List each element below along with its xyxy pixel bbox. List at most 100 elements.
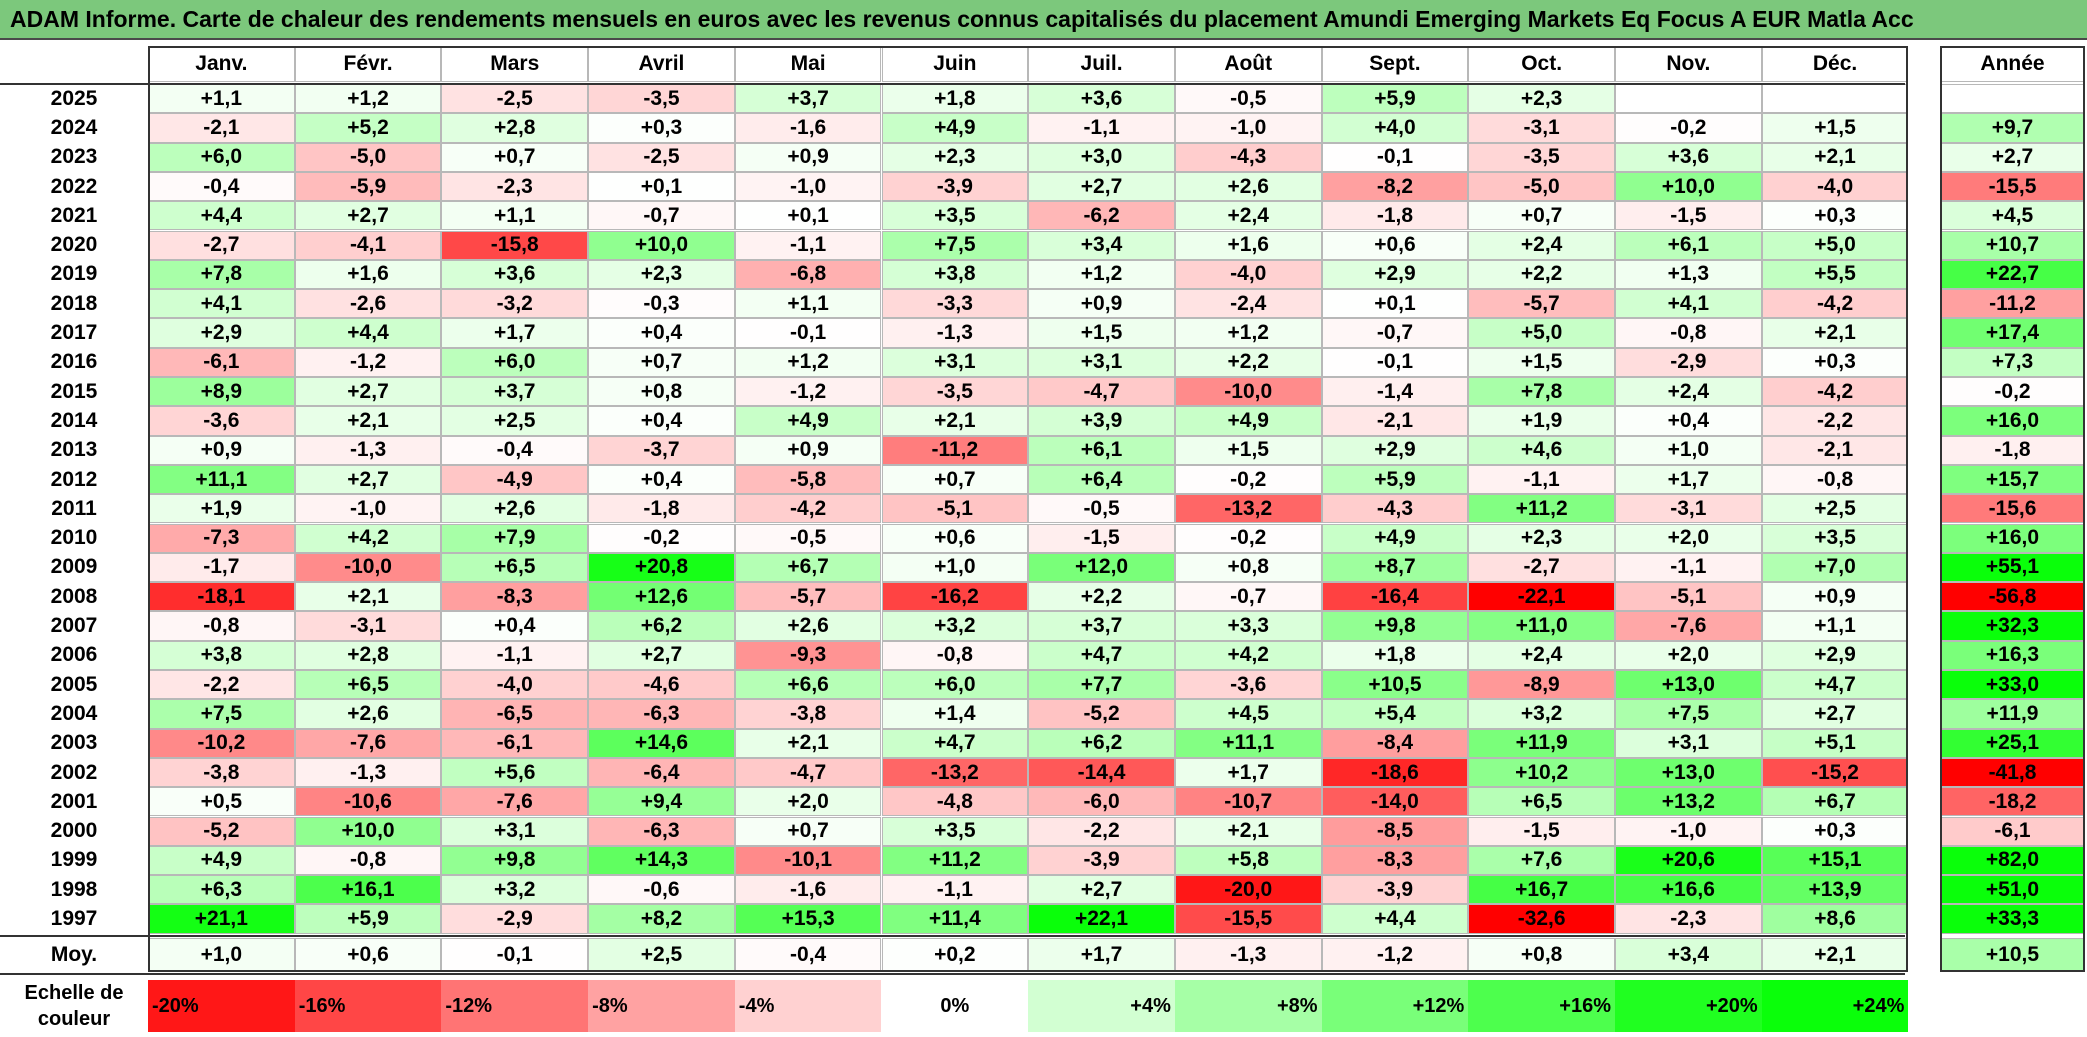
heatmap-cell: -5,0 [1468,171,1615,202]
heatmap-cell: -3,9 [1321,875,1469,905]
heatmap-cell: -1,6 [734,113,882,143]
heatmap-cell: +2,0 [734,787,882,817]
heatmap-cell: +3,7 [1028,611,1175,641]
heatmap-cell: +2,9 [1321,435,1469,465]
heatmap-cell: -0,8 [148,611,295,641]
heatmap-cell: +10,5 [1321,670,1469,700]
annual-cell: -15,5 [1940,171,2085,202]
heatmap-cell: +2,7 [1028,875,1175,905]
heatmap-cell: +1,0 [1615,435,1762,465]
annual-cell [1940,84,2085,114]
heatmap-cell: +2,8 [294,640,442,670]
year-label: 2009 [50,555,98,579]
heatmap-cell: -3,9 [881,171,1029,202]
heatmap-cell: +2,1 [734,728,882,758]
heatmap-cell: +7,5 [1615,699,1762,729]
heatmap-cell: -0,3 [588,289,735,319]
heatmap-cell: -0,1 [1321,347,1469,377]
heatmap-cell: +4,9 [734,406,882,436]
heatmap-cell: -6,3 [588,699,735,729]
separator-line [0,83,1905,85]
heatmap-cell: +6,7 [1761,787,1909,817]
heatmap-cell: -3,7 [588,435,735,465]
heatmap-cell: +2,4 [1615,377,1762,407]
heatmap-cell: +1,7 [1174,757,1322,788]
heatmap-cell: +0,5 [148,787,295,817]
heatmap-cell: -8,3 [1321,845,1469,876]
heatmap-cell: +4,4 [148,201,295,231]
heatmap-cell: +6,1 [1615,230,1762,260]
annual-cell: +4,5 [1940,201,2085,231]
heatmap-cell: +12,6 [588,582,735,612]
heatmap-cell: +4,1 [1615,289,1762,319]
heatmap-cell: +11,1 [1174,728,1322,758]
heatmap-cell: +1,2 [1028,259,1175,290]
heatmap-cell: -3,1 [1468,113,1615,143]
color-scale-stop: +4% [1028,980,1175,1032]
heatmap-cell: +4,4 [294,318,442,348]
heatmap-cell: +4,6 [1468,435,1615,465]
heatmap-cell: -8,5 [1321,816,1469,846]
heatmap-cell: +6,2 [588,611,735,641]
annual-cell: +16,3 [1940,640,2085,670]
heatmap-cell: +2,0 [1615,523,1762,553]
heatmap-cell: -4,6 [588,670,735,700]
heatmap-cell: +0,8 [1174,552,1322,583]
heatmap-cell: +4,7 [1028,640,1175,670]
heatmap-cell: -0,8 [1615,318,1762,348]
heatmap-cell: +7,5 [881,230,1029,260]
heatmap-cell: -0,5 [1028,494,1175,524]
annual-cell: +33,3 [1940,904,2085,934]
average-cell: -1,2 [1321,937,1469,972]
heatmap-cell: -8,3 [441,582,589,612]
heatmap-cell: +0,7 [588,347,735,377]
annual-cell: +55,1 [1940,552,2085,583]
heatmap-cell [1615,84,1762,114]
year-label: 2002 [50,760,98,784]
heatmap-cell: -3,5 [588,84,735,114]
heatmap-cell: +0,3 [1761,816,1909,846]
heatmap-cell: +2,5 [441,406,589,436]
heatmap-cell: +2,5 [1761,494,1909,524]
average-label: Moy. [50,942,98,966]
heatmap-cell: +0,3 [588,113,735,143]
heatmap-cell: -0,8 [294,845,442,876]
heatmap-cell: -5,2 [148,816,295,846]
heatmap-cell: -1,0 [1615,816,1762,846]
heatmap-cell: +13,0 [1615,670,1762,700]
heatmap-cell: +4,9 [148,845,295,876]
heatmap-cell: +0,8 [588,377,735,407]
heatmap-cell: +10,2 [1468,757,1615,788]
heatmap-cell: +4,1 [148,289,295,319]
heatmap-cell: +2,2 [1468,259,1615,290]
heatmap-cell: +0,3 [1761,347,1909,377]
heatmap-cell: -1,1 [881,875,1029,905]
heatmap-cell: +21,1 [148,904,295,934]
heatmap-cell: +14,3 [588,845,735,876]
heatmap-cell: +3,7 [734,84,882,114]
heatmap-cell: +2,7 [294,377,442,407]
heatmap-cell: +7,9 [441,523,589,553]
heatmap-cell: -4,3 [1174,142,1322,172]
heatmap-cell: -1,1 [1468,464,1615,495]
heatmap-cell: +1,5 [1761,113,1909,143]
heatmap-cell: +9,8 [1321,611,1469,641]
heatmap-cell: +3,6 [1028,84,1175,114]
heatmap-cell: +6,4 [1028,464,1175,495]
heatmap-cell: -0,7 [588,201,735,231]
heatmap-cell: -10,0 [294,552,442,583]
average-cell: +0,2 [881,937,1029,972]
heatmap-cell: +11,2 [881,845,1029,876]
heatmap-cell: -3,3 [881,289,1029,319]
heatmap-cell: +2,6 [294,699,442,729]
color-scale-stop: +24% [1761,980,1909,1032]
heatmap-cell: -1,3 [881,318,1029,348]
heatmap-cell: +2,8 [441,113,589,143]
heatmap-cell: +2,7 [1761,699,1909,729]
column-header: Nov. [1615,46,1762,82]
heatmap-cell: +4,0 [1321,113,1469,143]
heatmap-cell: +1,5 [1468,347,1615,377]
column-header: Sept. [1321,46,1469,82]
chart-title: ADAM Informe. Carte de chaleur des rende… [10,6,1914,32]
heatmap-cell: -18,6 [1321,757,1469,788]
